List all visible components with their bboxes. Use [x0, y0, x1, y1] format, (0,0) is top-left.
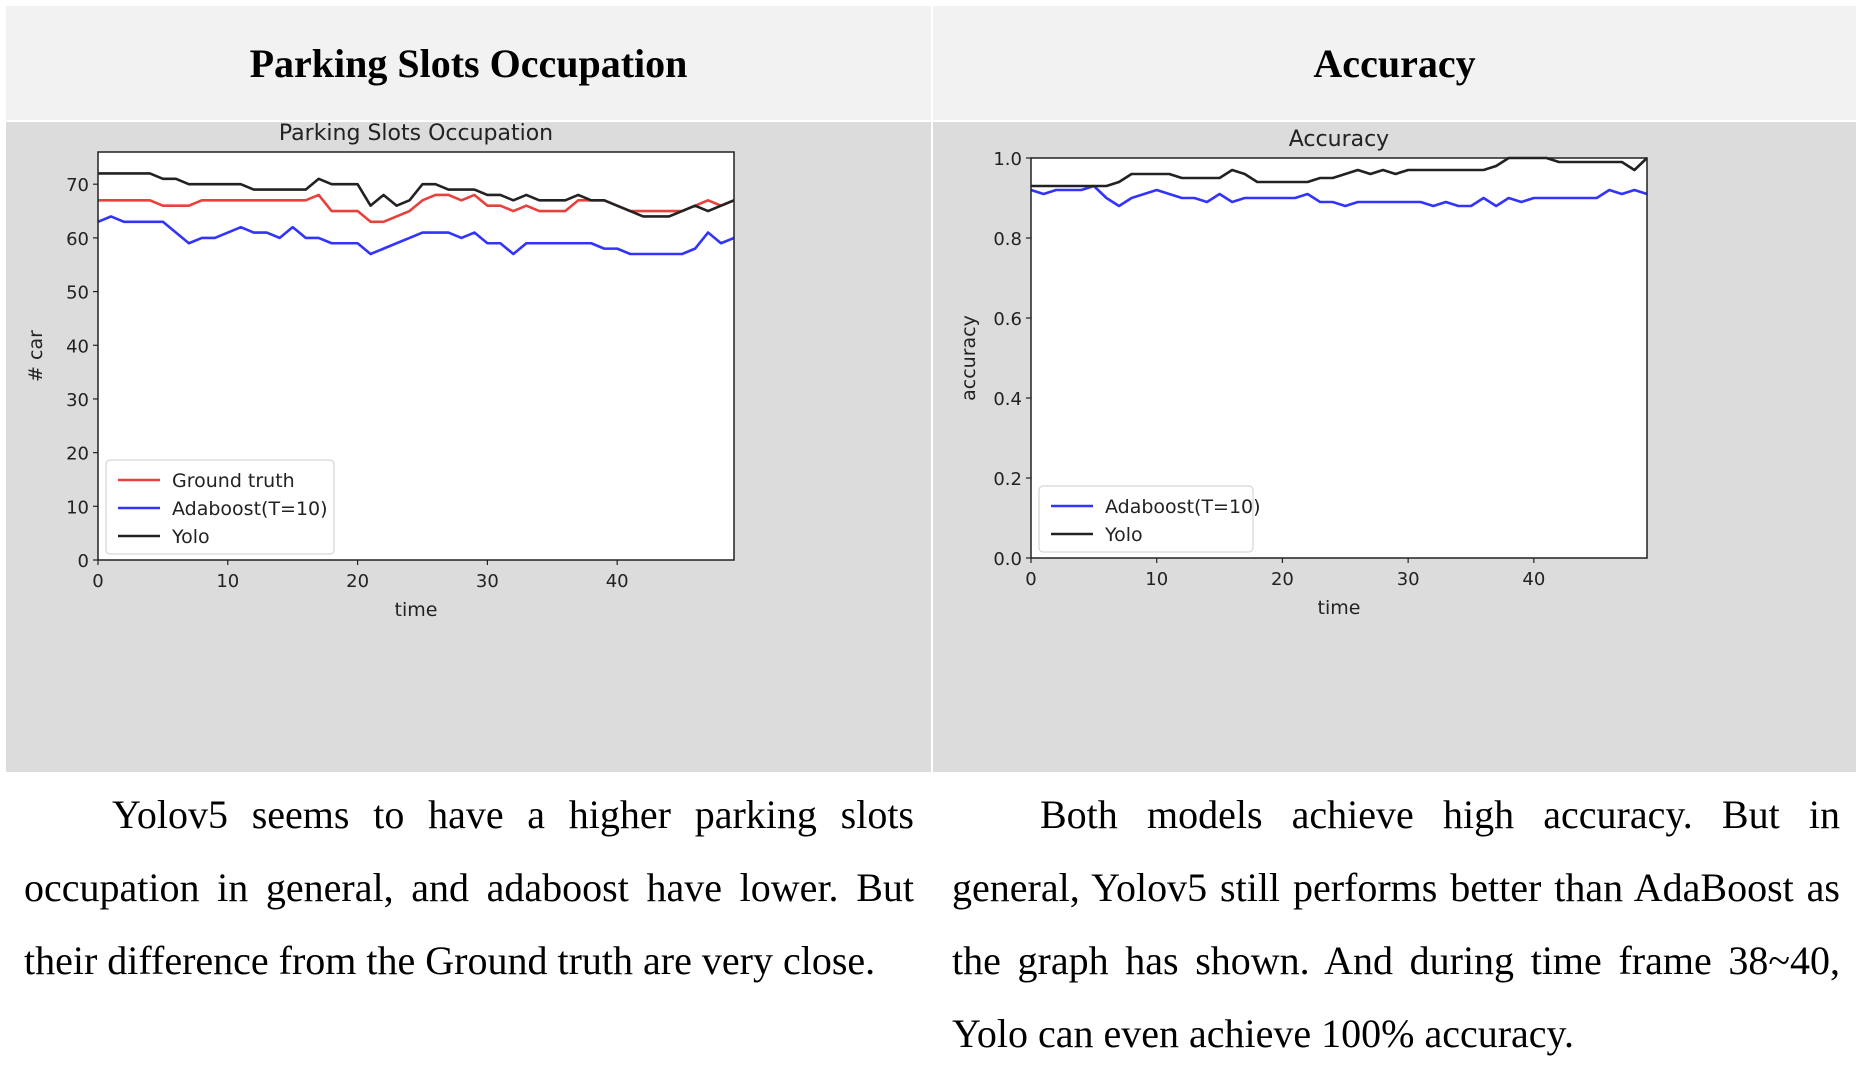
y-tick-label: 70	[66, 175, 89, 196]
legend-box	[1038, 485, 1254, 553]
y-tick-label: 60	[66, 229, 89, 250]
y-tick-label: 30	[66, 390, 89, 411]
y-tick-label: 1.0	[993, 149, 1022, 170]
x-axis-label: time	[1318, 597, 1361, 619]
x-tick-label: 30	[1397, 569, 1420, 590]
y-axis-label: accuracy	[958, 315, 980, 401]
chart-title: Accuracy	[1289, 127, 1389, 152]
legend-label-adaboost-t-10: Adaboost(T=10)	[1105, 496, 1261, 518]
accuracy-chart: Accuracy 0.0 0.2 0.4 0.6 0.8 1.0 0 10 20 30 40 time a…	[958, 127, 1648, 619]
x-tick-label: 30	[476, 571, 499, 592]
x-tick-label: 0	[1025, 569, 1036, 590]
chart-title: Parking Slots Occupation	[279, 122, 553, 146]
x-tick-label: 10	[216, 571, 239, 592]
left-column-header: Parking Slots Occupation	[6, 6, 931, 120]
occupation-chart-panel: Parking Slots Occupation 0 10 20 30 40 50 60 70 0…	[6, 122, 931, 772]
y-tick-label: 0.6	[993, 309, 1022, 330]
x-tick-label: 40	[1522, 569, 1545, 590]
legend-label-adaboost-t-10: Adaboost(T=10)	[172, 498, 328, 520]
right-description: Both models achieve high accuracy. But i…	[952, 792, 1840, 1056]
y-tick-label: 0	[78, 551, 89, 572]
occupation-chart: Parking Slots Occupation 0 10 20 30 40 50 60 70 0…	[25, 122, 735, 621]
x-tick-label: 10	[1145, 569, 1168, 590]
x-tick-label: 20	[346, 571, 369, 592]
y-tick-label: 0.2	[993, 469, 1022, 490]
y-tick-label: 50	[66, 283, 89, 304]
y-tick-label: 10	[66, 497, 89, 518]
legend-label-ground-truth: Ground truth	[172, 470, 295, 492]
accuracy-chart-panel: Accuracy 0.0 0.2 0.4 0.6 0.8 1.0 0 10 20 30 40 time a…	[933, 122, 1856, 772]
column-divider	[931, 6, 933, 1056]
right-column-header: Accuracy	[933, 6, 1856, 120]
y-tick-label: 0.0	[993, 549, 1022, 570]
y-tick-label: 0.8	[993, 229, 1022, 250]
legend-label-yolo: Yolo	[1104, 524, 1143, 546]
x-axis-label: time	[395, 599, 438, 621]
x-tick-label: 0	[92, 571, 103, 592]
legend-label-yolo: Yolo	[171, 526, 210, 548]
y-tick-label: 40	[66, 336, 89, 357]
left-description: Yolov5 seems to have a higher parking sl…	[24, 792, 914, 983]
series-line-yolo	[98, 172, 735, 218]
series-line-adaboost-t-10	[1030, 184, 1648, 208]
plot-frame	[97, 151, 735, 561]
series-line-adaboost-t-10	[97, 215, 735, 256]
x-tick-label: 20	[1271, 569, 1294, 590]
y-tick-label: 20	[66, 444, 89, 465]
x-tick-label: 40	[606, 571, 629, 592]
plot-frame	[1030, 157, 1648, 559]
y-tick-label: 0.4	[993, 389, 1022, 410]
y-axis-label: # car	[25, 330, 47, 382]
legend-box	[105, 459, 335, 555]
